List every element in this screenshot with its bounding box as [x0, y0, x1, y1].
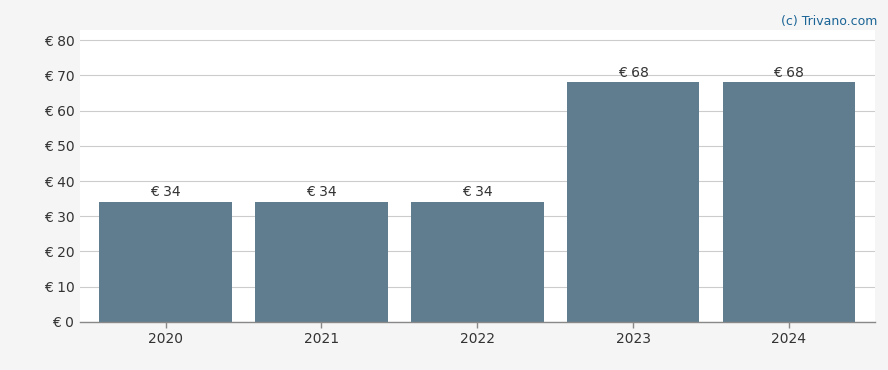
Bar	[567, 83, 700, 322]
Bar	[411, 202, 543, 322]
Text: € 68: € 68	[773, 65, 805, 80]
Text: € 68: € 68	[618, 65, 648, 80]
Text: € 34: € 34	[462, 185, 493, 199]
Bar	[99, 202, 232, 322]
Text: € 34: € 34	[306, 185, 337, 199]
Text: € 34: € 34	[150, 185, 181, 199]
Bar	[255, 202, 388, 322]
Text: (c) Trivano.com: (c) Trivano.com	[781, 15, 877, 28]
Bar	[723, 83, 855, 322]
